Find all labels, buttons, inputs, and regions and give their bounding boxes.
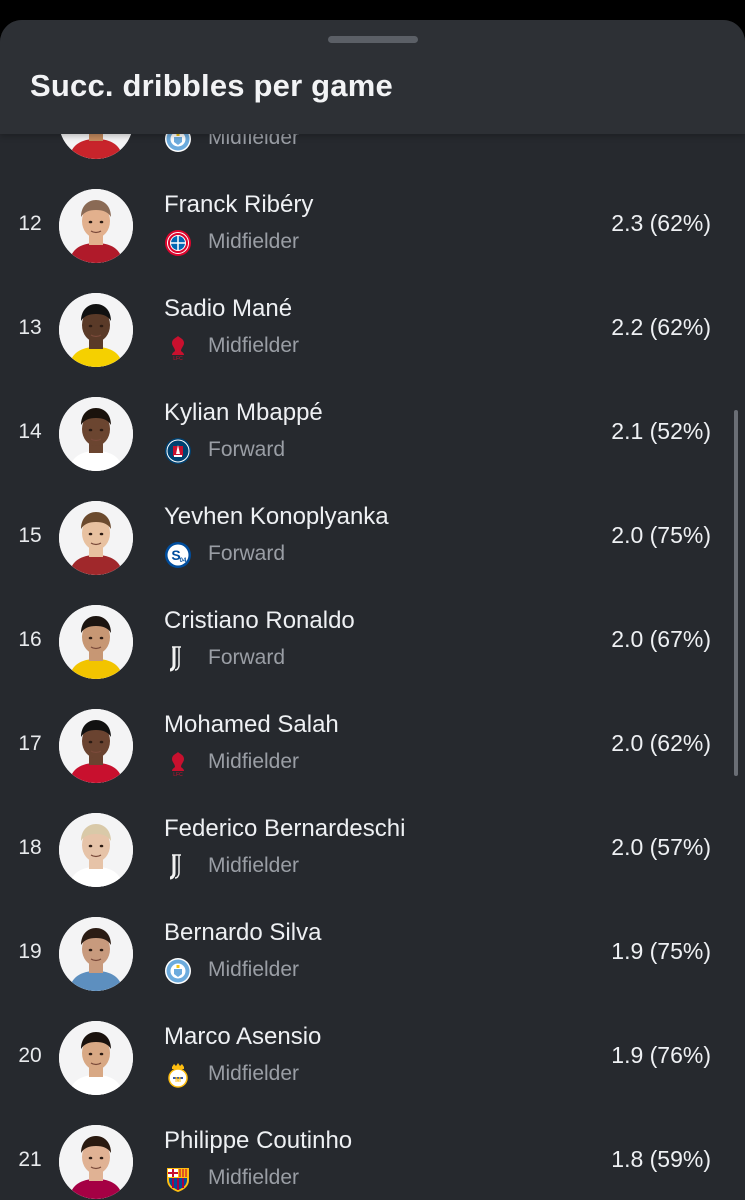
player-avatar[interactable] — [59, 189, 133, 263]
player-row[interactable]: 18 Federico Bernardeschi Midfielder 2.0 (5… — [0, 798, 745, 902]
player-position: Midfielder — [208, 230, 300, 253]
rank-number: 12 — [18, 212, 42, 235]
player-avatar[interactable] — [59, 397, 133, 471]
player-position: Forward — [208, 438, 286, 461]
dribbles-value: 1.9 (76%) — [611, 1042, 711, 1068]
player-position: Midfielder — [208, 854, 300, 877]
player-name[interactable]: Yevhen Konoplyanka — [164, 503, 389, 530]
player-name[interactable]: Kylian Mbappé — [164, 399, 323, 426]
svg-text:LFC: LFC — [173, 772, 183, 777]
player-name[interactable]: Mohamed Salah — [164, 711, 339, 738]
player-avatar[interactable] — [59, 709, 133, 783]
player-avatar[interactable] — [59, 605, 133, 679]
player-name[interactable]: Philippe Coutinho — [164, 1127, 353, 1154]
player-position: Midfielder — [208, 334, 300, 357]
player-row[interactable]: 21 Philippe Coutinho Midfielder 1.8 (59%) — [0, 1110, 745, 1200]
player-row[interactable]: 20 Marco Asensio M Midfielder 1.9 (76%) — [0, 1006, 745, 1110]
dribbles-value: 2.3 (62%) — [611, 210, 711, 236]
svg-text:04: 04 — [180, 558, 187, 564]
player-row[interactable]: 15 Yevhen Konoplyanka S 04 Forward 2.0 (75%) — [0, 486, 745, 590]
player-position: Forward — [208, 646, 286, 669]
dribbles-value: 2.0 (62%) — [611, 730, 711, 756]
player-avatar[interactable] — [59, 813, 133, 887]
rank-number: 21 — [18, 1148, 42, 1171]
drag-handle[interactable] — [328, 36, 418, 43]
player-name[interactable]: Marco Asensio — [164, 1023, 322, 1050]
player-row[interactable]: 17 Mohamed Salah LFC Midfielder 2.0 (62%) — [0, 694, 745, 798]
player-name[interactable]: Federico Bernardeschi — [164, 815, 406, 842]
rank-number: 18 — [18, 836, 42, 859]
player-position: Midfielder — [208, 750, 300, 773]
dribbles-value: 2.0 (75%) — [611, 522, 711, 548]
svg-text:S: S — [171, 547, 180, 563]
player-position: Forward — [208, 542, 286, 565]
player-row[interactable]: 16 Cristiano Ronaldo Forward 2.0 (67%) — [0, 590, 745, 694]
player-position: Midfielder — [208, 958, 300, 981]
rank-number: 13 — [18, 316, 42, 339]
player-name[interactable]: Cristiano Ronaldo — [164, 607, 355, 634]
rank-number: 20 — [18, 1044, 42, 1067]
dribbles-value: 2.1 (52%) — [611, 418, 711, 444]
dribbles-value: 2.0 (57%) — [611, 834, 711, 860]
psg-crest-icon — [164, 437, 192, 465]
real-madrid-crest-icon: M — [164, 1061, 192, 1089]
juventus-crest-icon — [164, 853, 192, 881]
player-row[interactable]: 19 Bernardo Silva Midfielder 1.9 (75%) — [0, 902, 745, 1006]
player-name[interactable]: Bernardo Silva — [164, 919, 322, 946]
dribbles-value: 1.8 (59%) — [611, 1146, 711, 1172]
scrollbar[interactable] — [734, 410, 738, 776]
player-position: Midfielder — [208, 1166, 300, 1189]
page-title: Succ. dribbles per game — [30, 68, 393, 103]
player-avatar[interactable] — [59, 1125, 133, 1199]
player-row[interactable]: 12 Franck Ribéry Midfielder 2.3 (62%) — [0, 174, 745, 278]
player-name[interactable]: Sadio Mané — [164, 295, 293, 322]
dribbles-value: 2.2 (62%) — [611, 314, 711, 340]
liverpool-crest-icon: LFC — [164, 749, 192, 777]
sheet-header: Succ. dribbles per game — [0, 20, 745, 134]
bayern-munich-crest-icon — [164, 229, 192, 257]
juventus-crest-icon — [164, 645, 192, 673]
player-avatar[interactable] — [59, 917, 133, 991]
rank-number: 15 — [18, 524, 42, 547]
schalke-crest-icon: S 04 — [164, 541, 192, 569]
player-avatar[interactable] — [59, 293, 133, 367]
player-avatar[interactable] — [59, 501, 133, 575]
player-row[interactable]: 13 Sadio Mané LFC Midfielder 2.2 (62%) — [0, 278, 745, 382]
rank-number: 17 — [18, 732, 42, 755]
rank-number: 16 — [18, 628, 42, 651]
dribbles-value: 2.0 (67%) — [611, 626, 711, 652]
barcelona-crest-icon — [164, 1165, 192, 1193]
player-avatar[interactable] — [59, 1021, 133, 1095]
rank-number: 14 — [18, 420, 42, 443]
svg-text:LFC: LFC — [173, 356, 183, 361]
player-position: Midfielder — [208, 1062, 300, 1085]
liverpool-crest-icon: LFC — [164, 333, 192, 361]
manchester-city-crest-icon — [164, 957, 192, 985]
dribbles-value: 1.9 (75%) — [611, 938, 711, 964]
player-row[interactable]: 14 Kylian Mbappé Forward 2.1 (52%) — [0, 382, 745, 486]
svg-text:M: M — [175, 1077, 181, 1084]
rank-number: 19 — [18, 940, 42, 963]
player-name[interactable]: Franck Ribéry — [164, 191, 314, 218]
